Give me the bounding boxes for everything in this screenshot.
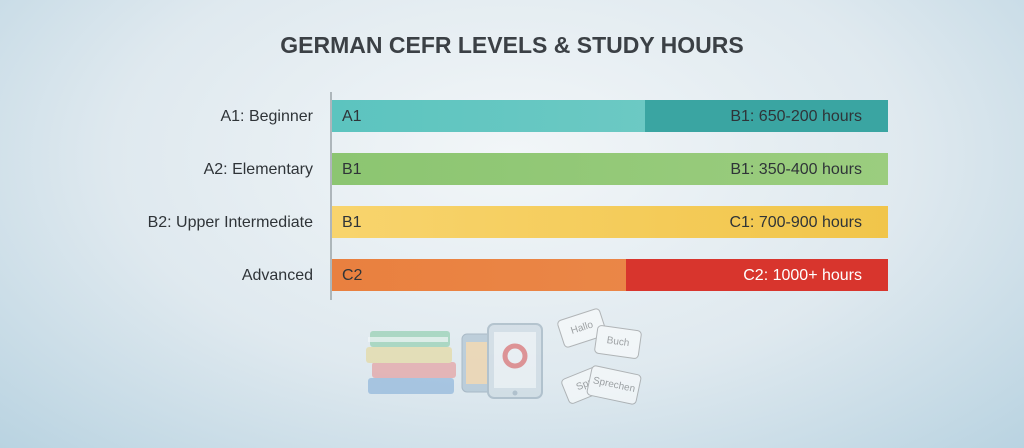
decoration: Hallo Buch Spr Sprechen [366,308,642,405]
bar-segment [645,100,888,132]
row-label: A1: Beginner [220,108,313,125]
books [366,331,456,394]
tablet [461,323,543,399]
bar-segment [626,259,888,291]
cards: Hallo Buch Spr Sprechen [557,308,642,405]
row-label: Advanced [242,267,313,284]
rows: A1: Beginner A1 B1: 650-200 hours A2: Eleme… [148,100,888,291]
row-label: B2: Upper Intermediate [148,214,314,231]
bar-hours-label: C1: 700-900 hours [729,214,862,231]
bar-hours-label: B1: 350-400 hours [730,161,862,178]
bar-start-label: B1 [342,214,362,231]
row-label: A2: Elementary [204,161,313,178]
bar-start-label: B1 [342,161,362,178]
bar-start-label: A1 [342,108,362,125]
bar [332,153,888,185]
title: GERMAN CEFR LEVELS & STUDY HOURS [280,32,743,58]
bar-hours-label: B1: 650-200 hours [730,108,862,125]
bar [332,206,888,238]
bar-start-label: C2 [342,267,363,284]
card-text: Buch [606,335,630,349]
bar-hours-label: C2: 1000+ hours [743,267,862,284]
